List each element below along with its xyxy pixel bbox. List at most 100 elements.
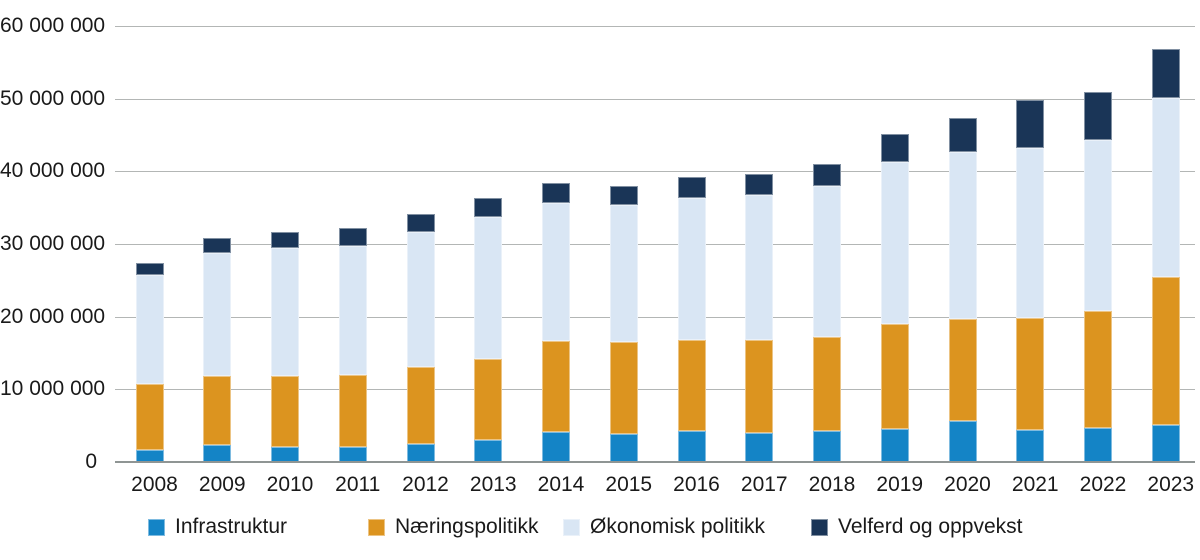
y-tick-label: 30 000 000 [0,232,106,255]
bar-segment-2021-infrastruktur [1016,430,1045,462]
bar-segment-2010-n-ringspolitikk [271,376,299,448]
bar-2020 [948,118,977,462]
x-tick-label: 2013 [469,473,517,496]
legend-swatch-icon [368,518,385,536]
bar-segment-2011--konomisk-politikk [338,246,367,375]
bar-segment-2013-velferd-og-oppvekst [474,198,503,218]
bar-segment-2016-infrastruktur [677,430,706,462]
legend-swatch-icon [811,518,828,536]
bar-segment-2020-n-ringspolitikk [948,318,977,422]
bar-segment-2009--konomisk-politikk [203,253,232,377]
bar-segment-2015-n-ringspolitikk [609,342,638,434]
bar-segment-2022-n-ringspolitikk [1084,310,1112,428]
bar-segment-2013-infrastruktur [474,440,503,462]
bar-2022 [1084,92,1112,462]
y-tick-label: 10 000 000 [0,377,106,401]
bar-segment-2015-infrastruktur [609,433,638,462]
bar-segment-2022--konomisk-politikk [1084,140,1112,311]
bar-2010 [271,232,299,462]
bar-segment-2014-infrastruktur [542,432,570,462]
bar-segment-2012--konomisk-politikk [406,232,435,367]
bar-2013 [474,198,503,462]
bar-segment-2010-infrastruktur [271,447,299,462]
bar-segment-2017-n-ringspolitikk [745,339,774,433]
y-tick-label: 0 [85,450,97,473]
legend-swatch-icon [563,518,580,536]
gridline [115,98,1195,100]
x-tick-label: 2016 [673,473,720,496]
bar-segment-2018-infrastruktur [813,430,841,462]
bar-segment-2011-n-ringspolitikk [338,374,367,447]
bar-segment-2020-velferd-og-oppvekst [948,118,977,153]
bar-segment-2021-n-ringspolitikk [1016,318,1045,431]
x-tick-label: 2008 [131,473,178,496]
bar-segment-2014-n-ringspolitikk [542,341,570,433]
gridline [115,316,1195,318]
bar-segment-2019-infrastruktur [880,429,909,462]
gridline [115,389,1195,391]
x-tick-label: 2009 [198,473,246,496]
gridline [115,244,1195,245]
bar-segment-2009-velferd-og-oppvekst [203,238,232,254]
bar-segment-2017-velferd-og-oppvekst [745,174,774,196]
bar-segment-2008-velferd-og-oppvekst [135,262,164,276]
legend-item-n-ringspolitikk: Næringspolitikk [368,515,539,539]
bar-2019 [880,134,909,462]
legend-item-infrastruktur: Infrastruktur [148,515,287,539]
bar-2016 [677,177,706,462]
bar-segment-2008-n-ringspolitikk [135,384,164,451]
bar-2008 [135,262,164,462]
bar-segment-2011-velferd-og-oppvekst [338,228,367,247]
bar-segment-2008-infrastruktur [135,450,164,462]
x-tick-label: 2012 [402,473,449,496]
bar-2009 [203,238,232,462]
bar-segment-2022-velferd-og-oppvekst [1084,92,1112,141]
bar-segment-2023-velferd-og-oppvekst [1151,48,1180,98]
y-tick-label: 50 000 000 [0,86,106,110]
bar-2014 [542,182,570,462]
bar-segment-2010--konomisk-politikk [271,248,299,377]
bar-segment-2013--konomisk-politikk [474,217,503,359]
legend-label: Næringspolitikk [395,515,539,538]
x-tick-label: 2018 [808,473,856,496]
bar-segment-2016-velferd-og-oppvekst [677,177,706,199]
x-tick-label: 2017 [740,473,788,496]
bar-segment-2023--konomisk-politikk [1151,97,1180,278]
bar-segment-2019-velferd-og-oppvekst [880,134,909,162]
legend-label: Infrastruktur [175,515,288,538]
x-tick-label: 2020 [944,473,991,496]
bar-segment-2020-infrastruktur [948,421,977,462]
bar-2011 [338,228,367,462]
x-tick-label: 2019 [876,473,924,496]
x-tick-label: 2014 [537,473,585,496]
x-tick-label: 2011 [335,473,381,496]
bar-segment-2018-n-ringspolitikk [813,337,841,431]
bar-segment-2019-n-ringspolitikk [880,323,909,430]
bar-segment-2017--konomisk-politikk [745,195,774,340]
bar-segment-2012-velferd-og-oppvekst [406,213,435,233]
y-tick-label: 40 000 000 [0,159,106,183]
x-tick-label: 2022 [1079,473,1127,496]
bar-segment-2014--konomisk-politikk [542,203,570,342]
x-axis-line [115,461,1195,463]
y-tick-label: 60 000 000 [0,14,106,37]
bar-segment-2013-n-ringspolitikk [474,358,503,441]
bar-segment-2016-n-ringspolitikk [677,339,706,431]
bar-segment-2021--konomisk-politikk [1016,148,1045,319]
bar-segment-2017-infrastruktur [745,432,774,462]
bar-segment-2019--konomisk-politikk [880,161,909,324]
bar-2021 [1016,100,1045,462]
x-tick-label: 2010 [266,473,314,496]
bar-segment-2018-velferd-og-oppvekst [813,164,841,186]
bar-segment-2012-n-ringspolitikk [406,366,435,444]
legend-item-velferd-og-oppvekst: Velferd og oppvekst [811,515,1022,539]
bar-2012 [406,213,435,462]
legend-swatch-icon [148,518,165,536]
legend-item--konomisk-politikk: Økonomisk politikk [563,515,765,539]
legend-label: Økonomisk politikk [590,515,766,538]
bar-2023 [1151,48,1180,462]
bar-2017 [745,174,774,462]
chart-legend: Infrastruktur Næringspolitikk Økonomisk po… [0,515,1200,545]
bar-segment-2015-velferd-og-oppvekst [609,185,638,205]
